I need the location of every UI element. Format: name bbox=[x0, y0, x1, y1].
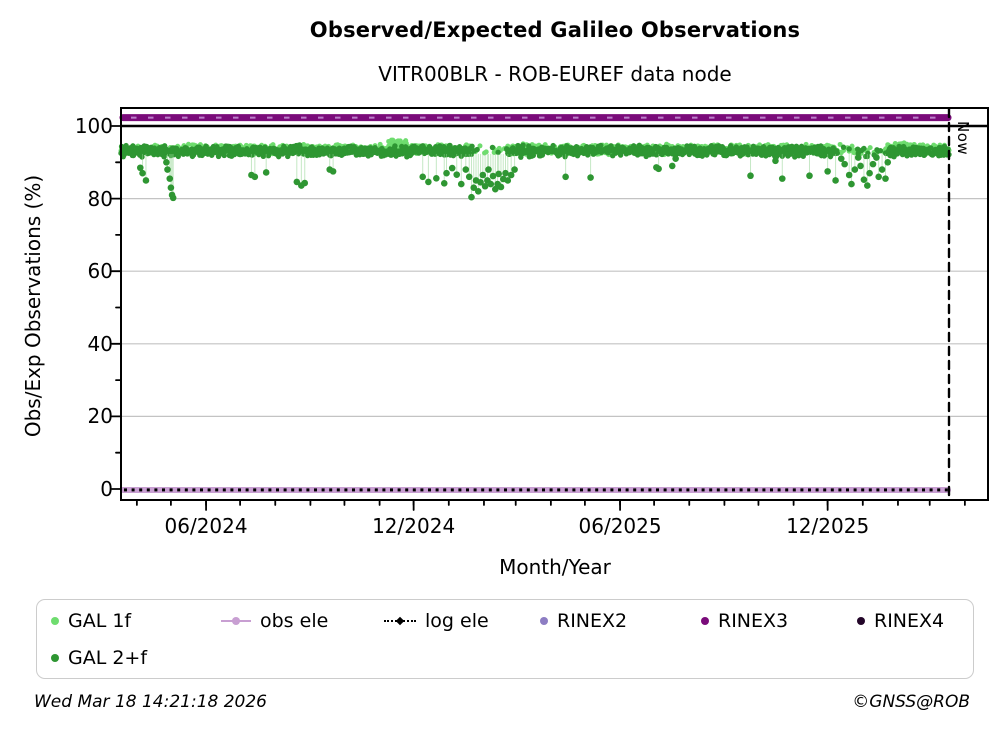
x-tick-label: 12/2025 bbox=[786, 514, 870, 538]
legend-label: obs ele bbox=[260, 610, 329, 632]
footer-timestamp: Wed Mar 18 14:21:18 2026 bbox=[34, 692, 267, 712]
y-axis-label: Obs/Exp Observations (%) bbox=[21, 174, 45, 438]
legend-label: RINEX2 bbox=[557, 610, 628, 632]
legend-label: RINEX4 bbox=[874, 610, 945, 632]
y-tick-label: 100 bbox=[74, 114, 113, 138]
x-tick-label: 06/2024 bbox=[164, 514, 248, 538]
legend-item-rinex3: RINEX3 bbox=[701, 607, 788, 635]
y-tick-label: 20 bbox=[87, 404, 113, 429]
legend-label: GAL 1f bbox=[68, 610, 132, 632]
legend-dotted-line-icon bbox=[384, 616, 416, 626]
x-tick-label: 06/2025 bbox=[578, 514, 662, 538]
legend-item-obs-ele: obs ele bbox=[221, 607, 328, 635]
now-marker-label: Now bbox=[954, 121, 972, 156]
legend-dot-icon bbox=[540, 617, 548, 625]
legend-item-gal-2-f: GAL 2+f bbox=[51, 644, 147, 672]
legend-item-log-ele: log ele bbox=[384, 607, 489, 635]
legend-label: RINEX3 bbox=[718, 610, 789, 632]
y-tick-label: 0 bbox=[100, 477, 113, 501]
x-tick-label: 12/2024 bbox=[372, 514, 456, 538]
footer-copyright: ©GNSS@ROB bbox=[852, 692, 970, 712]
y-tick-label: 60 bbox=[87, 259, 113, 284]
legend-item-rinex2: RINEX2 bbox=[540, 607, 627, 635]
legend-line-dot-icon bbox=[221, 617, 251, 625]
legend-dot-icon bbox=[857, 617, 865, 625]
legend-label: GAL 2+f bbox=[68, 647, 148, 669]
legend-item-gal-1f: GAL 1f bbox=[51, 607, 131, 635]
legend: GAL 1f obs ele log ele RINEX2 RINEX3 RINEX4 GA… bbox=[36, 599, 974, 679]
legend-dot-icon bbox=[51, 654, 59, 662]
legend-label: log ele bbox=[425, 610, 489, 632]
chart-subtitle: VITR00BLR - ROB-EUREF data node bbox=[378, 62, 732, 86]
x-axis-label: Month/Year bbox=[499, 555, 611, 579]
y-tick-label: 40 bbox=[87, 331, 113, 356]
chart-title: Observed/Expected Galileo Observations bbox=[309, 18, 801, 42]
legend-dot-icon bbox=[51, 617, 59, 625]
legend-dot-icon bbox=[701, 617, 709, 625]
y-tick-label: 80 bbox=[87, 186, 113, 211]
legend-item-rinex4: RINEX4 bbox=[857, 607, 944, 635]
